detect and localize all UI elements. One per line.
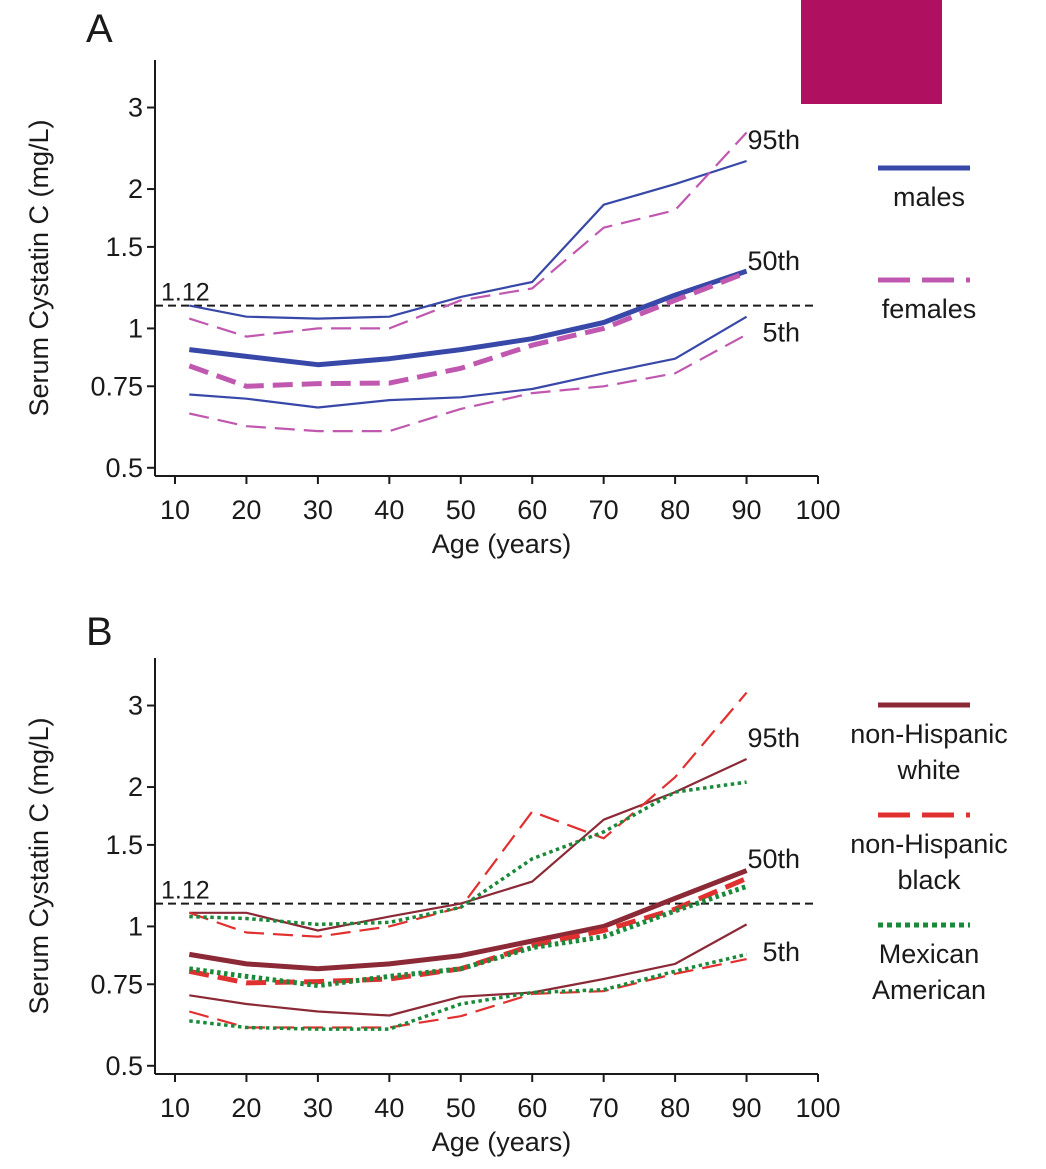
- y-tick-label: 1: [128, 911, 143, 941]
- reference-line-label: 1.12: [161, 877, 210, 905]
- y-axis-label: Serum Cystatin C (mg/L): [24, 717, 54, 1014]
- x-tick-label: 90: [732, 495, 762, 525]
- series-line-females-5th: [189, 333, 748, 433]
- reference-line-label: 1.12: [161, 279, 210, 307]
- legend-label: non-Hispanic: [850, 829, 1008, 859]
- percentile-label: 95th: [747, 125, 800, 155]
- y-tick-label: 3: [128, 93, 143, 123]
- y-tick-label: 2: [128, 174, 143, 204]
- series-line-males-5th: [189, 315, 748, 409]
- x-tick-label: 20: [231, 1093, 261, 1123]
- legend-label: American: [872, 975, 986, 1005]
- series-line-males-50th: [189, 268, 748, 368]
- x-axis-label: Age (years): [432, 529, 572, 559]
- panel-b: B 10 20 30 40 50 60 70 80 90 100 Age (years) 0.5 0.75…: [24, 610, 1008, 1157]
- series-line-females-50th: [188, 270, 748, 389]
- x-tick-label: 20: [231, 495, 261, 525]
- series-line-males-95th: [189, 159, 747, 320]
- percentile-label: 5th: [762, 937, 800, 967]
- percentile-label: 5th: [762, 317, 800, 347]
- x-tick-label: 10: [160, 1093, 190, 1123]
- legend-label: Mexican: [879, 939, 980, 969]
- y-tick-label: 0.5: [105, 1051, 143, 1081]
- y-axis-label: Serum Cystatin C (mg/L): [24, 119, 54, 416]
- series-line-females-95th: [188, 131, 748, 338]
- legend-label: black: [897, 865, 961, 895]
- x-tick-label: 40: [374, 495, 404, 525]
- x-tick-label: 80: [660, 495, 690, 525]
- series-line-non-hispanic-black-95th: [188, 691, 748, 938]
- x-tick-label: 70: [589, 495, 619, 525]
- legend-label: white: [896, 755, 960, 785]
- y-tick-label: 2: [128, 772, 143, 802]
- series-line-mexican-american-50th: [188, 884, 748, 989]
- x-tick-label: 40: [374, 1093, 404, 1123]
- x-tick-label: 60: [517, 495, 547, 525]
- x-tick-label: 30: [303, 495, 333, 525]
- percentile-label: 95th: [747, 723, 800, 753]
- series-line-non-hispanic-white-5th: [189, 923, 748, 1017]
- x-tick-label: 70: [589, 1093, 619, 1123]
- series-line-non-hispanic-white-95th: [189, 758, 748, 932]
- legend-label: females: [882, 294, 977, 324]
- y-tick-label: 0.75: [90, 969, 143, 999]
- y-tick-label: 3: [128, 691, 143, 721]
- x-tick-label: 60: [517, 1093, 547, 1123]
- series-line-mexican-american-5th: [189, 952, 748, 1031]
- y-tick-label: 1: [128, 313, 143, 343]
- x-tick-label: 90: [732, 1093, 762, 1123]
- x-tick-label: 80: [660, 1093, 690, 1123]
- x-axis-label: Age (years): [432, 1127, 572, 1157]
- overlay-block: [801, 0, 942, 104]
- x-tick-label: 30: [303, 1093, 333, 1123]
- panel-a: A 10 20 30 40 50 60 70 80 90 100 Age (years) 0.5 0.75…: [24, 7, 976, 559]
- series-line-non-hispanic-black-5th: [189, 958, 747, 1029]
- y-tick-label: 0.5: [105, 453, 143, 483]
- panel-letter: B: [86, 610, 113, 654]
- series-line-non-hispanic-white-50th: [188, 868, 748, 972]
- y-tick-label: 1.5: [105, 232, 143, 262]
- series-line-mexican-american-95th: [189, 780, 747, 927]
- panel-letter: A: [86, 7, 113, 51]
- y-tick-label: 1.5: [105, 830, 143, 860]
- x-tick-label: 10: [160, 495, 190, 525]
- legend-label: males: [893, 182, 965, 212]
- percentile-label: 50th: [747, 246, 800, 276]
- y-tick-label: 0.75: [90, 371, 143, 401]
- x-tick-label: 100: [795, 1093, 840, 1123]
- x-tick-label: 50: [446, 495, 476, 525]
- percentile-label: 50th: [747, 844, 800, 874]
- x-tick-label: 50: [446, 1093, 476, 1123]
- legend-label: non-Hispanic: [850, 719, 1008, 749]
- x-tick-label: 100: [795, 495, 840, 525]
